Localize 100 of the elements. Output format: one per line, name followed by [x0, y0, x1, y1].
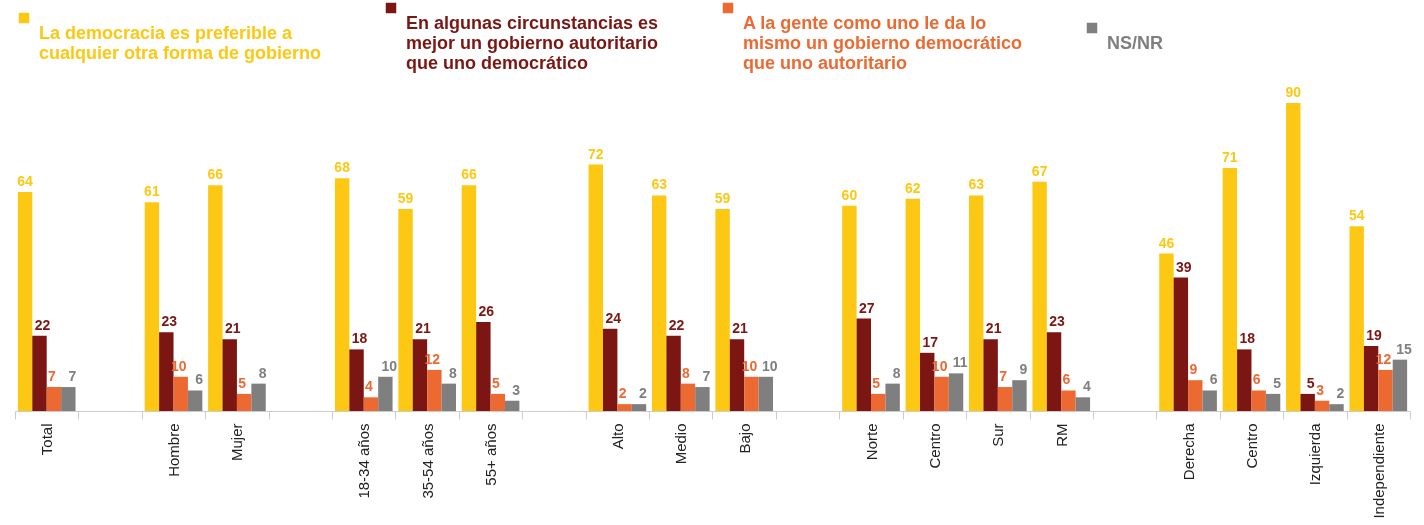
bar [173, 376, 188, 411]
data-label: 8 [448, 364, 457, 381]
bar [871, 393, 886, 411]
bar [934, 376, 949, 411]
bar [208, 185, 223, 411]
data-label: 27 [859, 299, 875, 316]
legend-label: La democracia es preferible a cualquier otra forma de gobierno [39, 23, 322, 63]
bar [427, 369, 442, 411]
bar [378, 376, 393, 411]
x-tick-label: Norte [862, 423, 880, 461]
bar [349, 349, 364, 411]
bar [617, 404, 632, 411]
data-label: 7 [48, 368, 57, 385]
data-label: 59 [714, 190, 731, 207]
bar [1159, 253, 1174, 411]
data-label: 60 [841, 186, 858, 203]
bar [666, 335, 681, 411]
data-label: 6 [1062, 371, 1071, 388]
bar [334, 178, 350, 411]
x-tick-label: 18-34 años [355, 423, 373, 499]
data-label: 5 [1306, 374, 1315, 391]
data-label: 66 [461, 166, 477, 183]
x-tick-label: Izquierda [1306, 422, 1324, 486]
data-label: 66 [207, 166, 224, 183]
data-label: 21 [415, 320, 431, 337]
x-tick-label: Sur [989, 423, 1007, 447]
bar [398, 209, 413, 411]
data-label: 64 [17, 172, 34, 189]
data-label: 2 [1336, 385, 1345, 402]
x-tick-label: Derecha [1179, 422, 1197, 481]
data-label: 7 [702, 368, 711, 385]
x-tick-label: 35-54 años [418, 423, 436, 499]
data-label: 3 [512, 381, 521, 398]
data-label: 24 [605, 309, 622, 326]
data-label: 71 [1222, 149, 1238, 166]
x-tick-label: Alto [608, 423, 626, 450]
bar [680, 383, 696, 411]
bar [1188, 380, 1203, 411]
bar [187, 390, 203, 411]
bar [1329, 404, 1344, 411]
data-label: 2 [618, 385, 627, 402]
bar [856, 318, 872, 411]
x-tick-label: Medio [672, 423, 690, 465]
bar [695, 387, 710, 411]
data-label: 5 [491, 374, 500, 391]
bar [61, 387, 76, 411]
bar [159, 332, 174, 411]
bar [651, 195, 667, 411]
data-label: 5 [238, 374, 247, 391]
bar [1012, 380, 1027, 411]
data-label: 23 [1049, 313, 1066, 330]
data-label: 26 [478, 303, 495, 320]
x-tick-label: Total [38, 423, 56, 456]
bar [476, 322, 491, 411]
data-label: 7 [68, 368, 77, 385]
bar [983, 339, 998, 411]
bar [236, 393, 252, 411]
data-label: 17 [922, 333, 939, 350]
bar [32, 335, 47, 411]
bar [461, 185, 477, 411]
x-tick-label: Hombre [165, 423, 183, 477]
bar [1251, 390, 1266, 411]
x-tick-label: Mujer [228, 423, 246, 462]
bar [1392, 359, 1408, 411]
data-label: 63 [651, 176, 668, 193]
data-label: 3 [1316, 381, 1325, 398]
bar [1202, 390, 1217, 411]
data-label: 39 [1176, 258, 1192, 275]
bar [144, 202, 160, 411]
bar [1378, 369, 1393, 411]
bar [885, 383, 900, 411]
data-label: 22 [668, 316, 685, 333]
bar [1349, 226, 1364, 411]
data-label: 67 [1031, 162, 1048, 179]
data-label: 63 [968, 176, 985, 193]
bar [905, 198, 921, 411]
legend-label: En algunas circunstancias es mejor un gobierno autoritario que uno democrático [406, 13, 659, 73]
bar [1314, 400, 1330, 411]
bar [251, 383, 266, 411]
bar [588, 164, 603, 411]
data-label: 21 [732, 320, 748, 337]
data-label: 8 [258, 364, 267, 381]
x-tick-label: Independiente [1369, 423, 1387, 519]
data-label: 4 [365, 378, 374, 395]
data-label: 8 [892, 364, 901, 381]
bar [1173, 277, 1189, 411]
data-label: 8 [682, 364, 691, 381]
data-label: 6 [1209, 371, 1218, 388]
data-label: 10 [381, 357, 398, 374]
data-label: 9 [1189, 361, 1198, 378]
bar [504, 400, 520, 411]
data-label: 15 [1396, 340, 1412, 357]
legend-label: NS/NR [1107, 33, 1164, 53]
data-label: 11 [952, 354, 968, 371]
bar [363, 397, 379, 411]
bar [441, 383, 456, 411]
data-label: 22 [34, 316, 51, 333]
bar [1237, 349, 1252, 411]
data-label: 90 [1285, 84, 1302, 100]
data-label: 18 [1239, 330, 1256, 347]
